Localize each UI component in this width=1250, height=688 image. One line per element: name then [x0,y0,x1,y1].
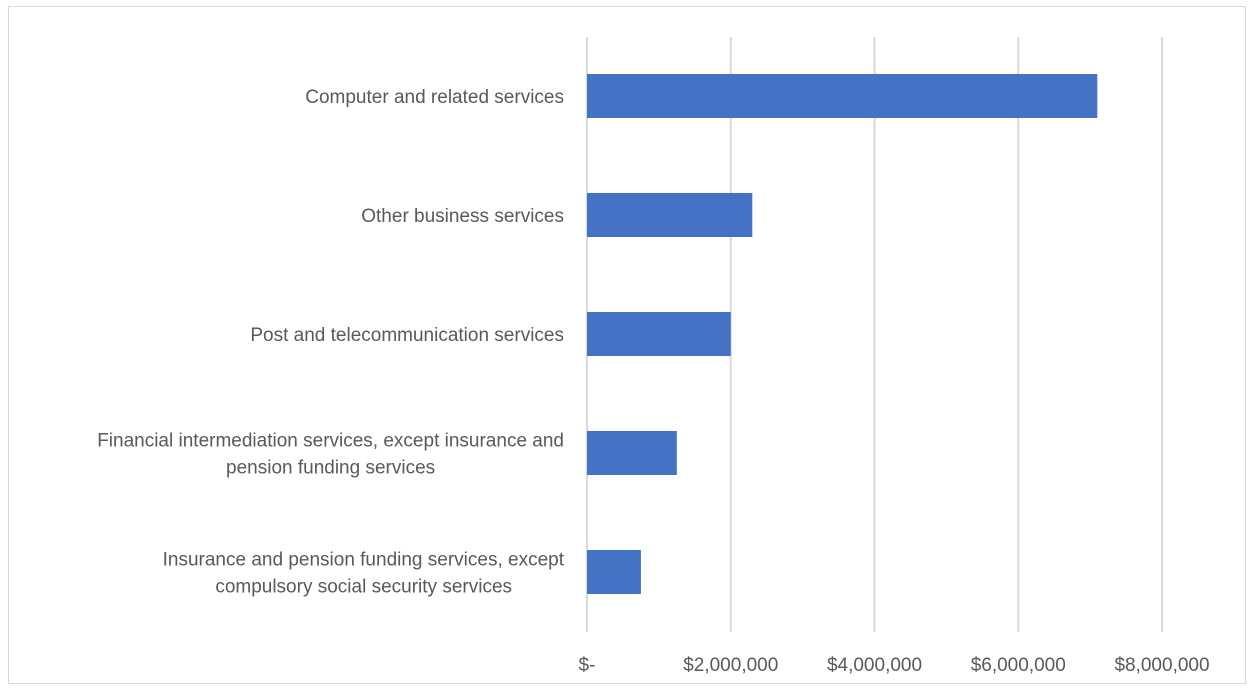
bar-4 [587,550,641,594]
bar-2 [587,312,731,356]
bars [587,74,1098,594]
x-tick-label-4: $8,000,000 [1114,655,1209,676]
bar-0 [587,74,1098,118]
category-label-0-line-0: Computer and related services [305,87,564,108]
gridlines [586,37,1163,632]
x-tick-label-3: $6,000,000 [971,655,1066,676]
chart-frame: Computer and related services Other busin… [8,6,1246,684]
bar-3 [587,431,677,475]
bar-chart: Computer and related services Other busin… [97,37,1210,676]
x-tick-label-0: $- [579,655,596,676]
x-tick-label-2: $4,000,000 [827,655,922,676]
category-labels: Computer and related services Other busin… [97,87,565,598]
category-label-1-line-0: Other business services [361,206,564,227]
category-label-4-line-0: Insurance and pension funding services, … [163,550,565,571]
x-tick-label-1: $2,000,000 [683,655,778,676]
x-axis-tick-labels: $- $2,000,000 $4,000,000 $6,000,000 $8,000,0… [579,655,1210,676]
category-label-2-line-0: Post and telecommunication services [250,325,564,346]
category-label-3-line-1: pension funding services [226,458,435,479]
category-label-4-line-1: compulsory social security services [215,577,512,598]
category-label-3-line-0: Financial intermediation services, excep… [97,431,564,452]
bar-1 [587,193,753,237]
